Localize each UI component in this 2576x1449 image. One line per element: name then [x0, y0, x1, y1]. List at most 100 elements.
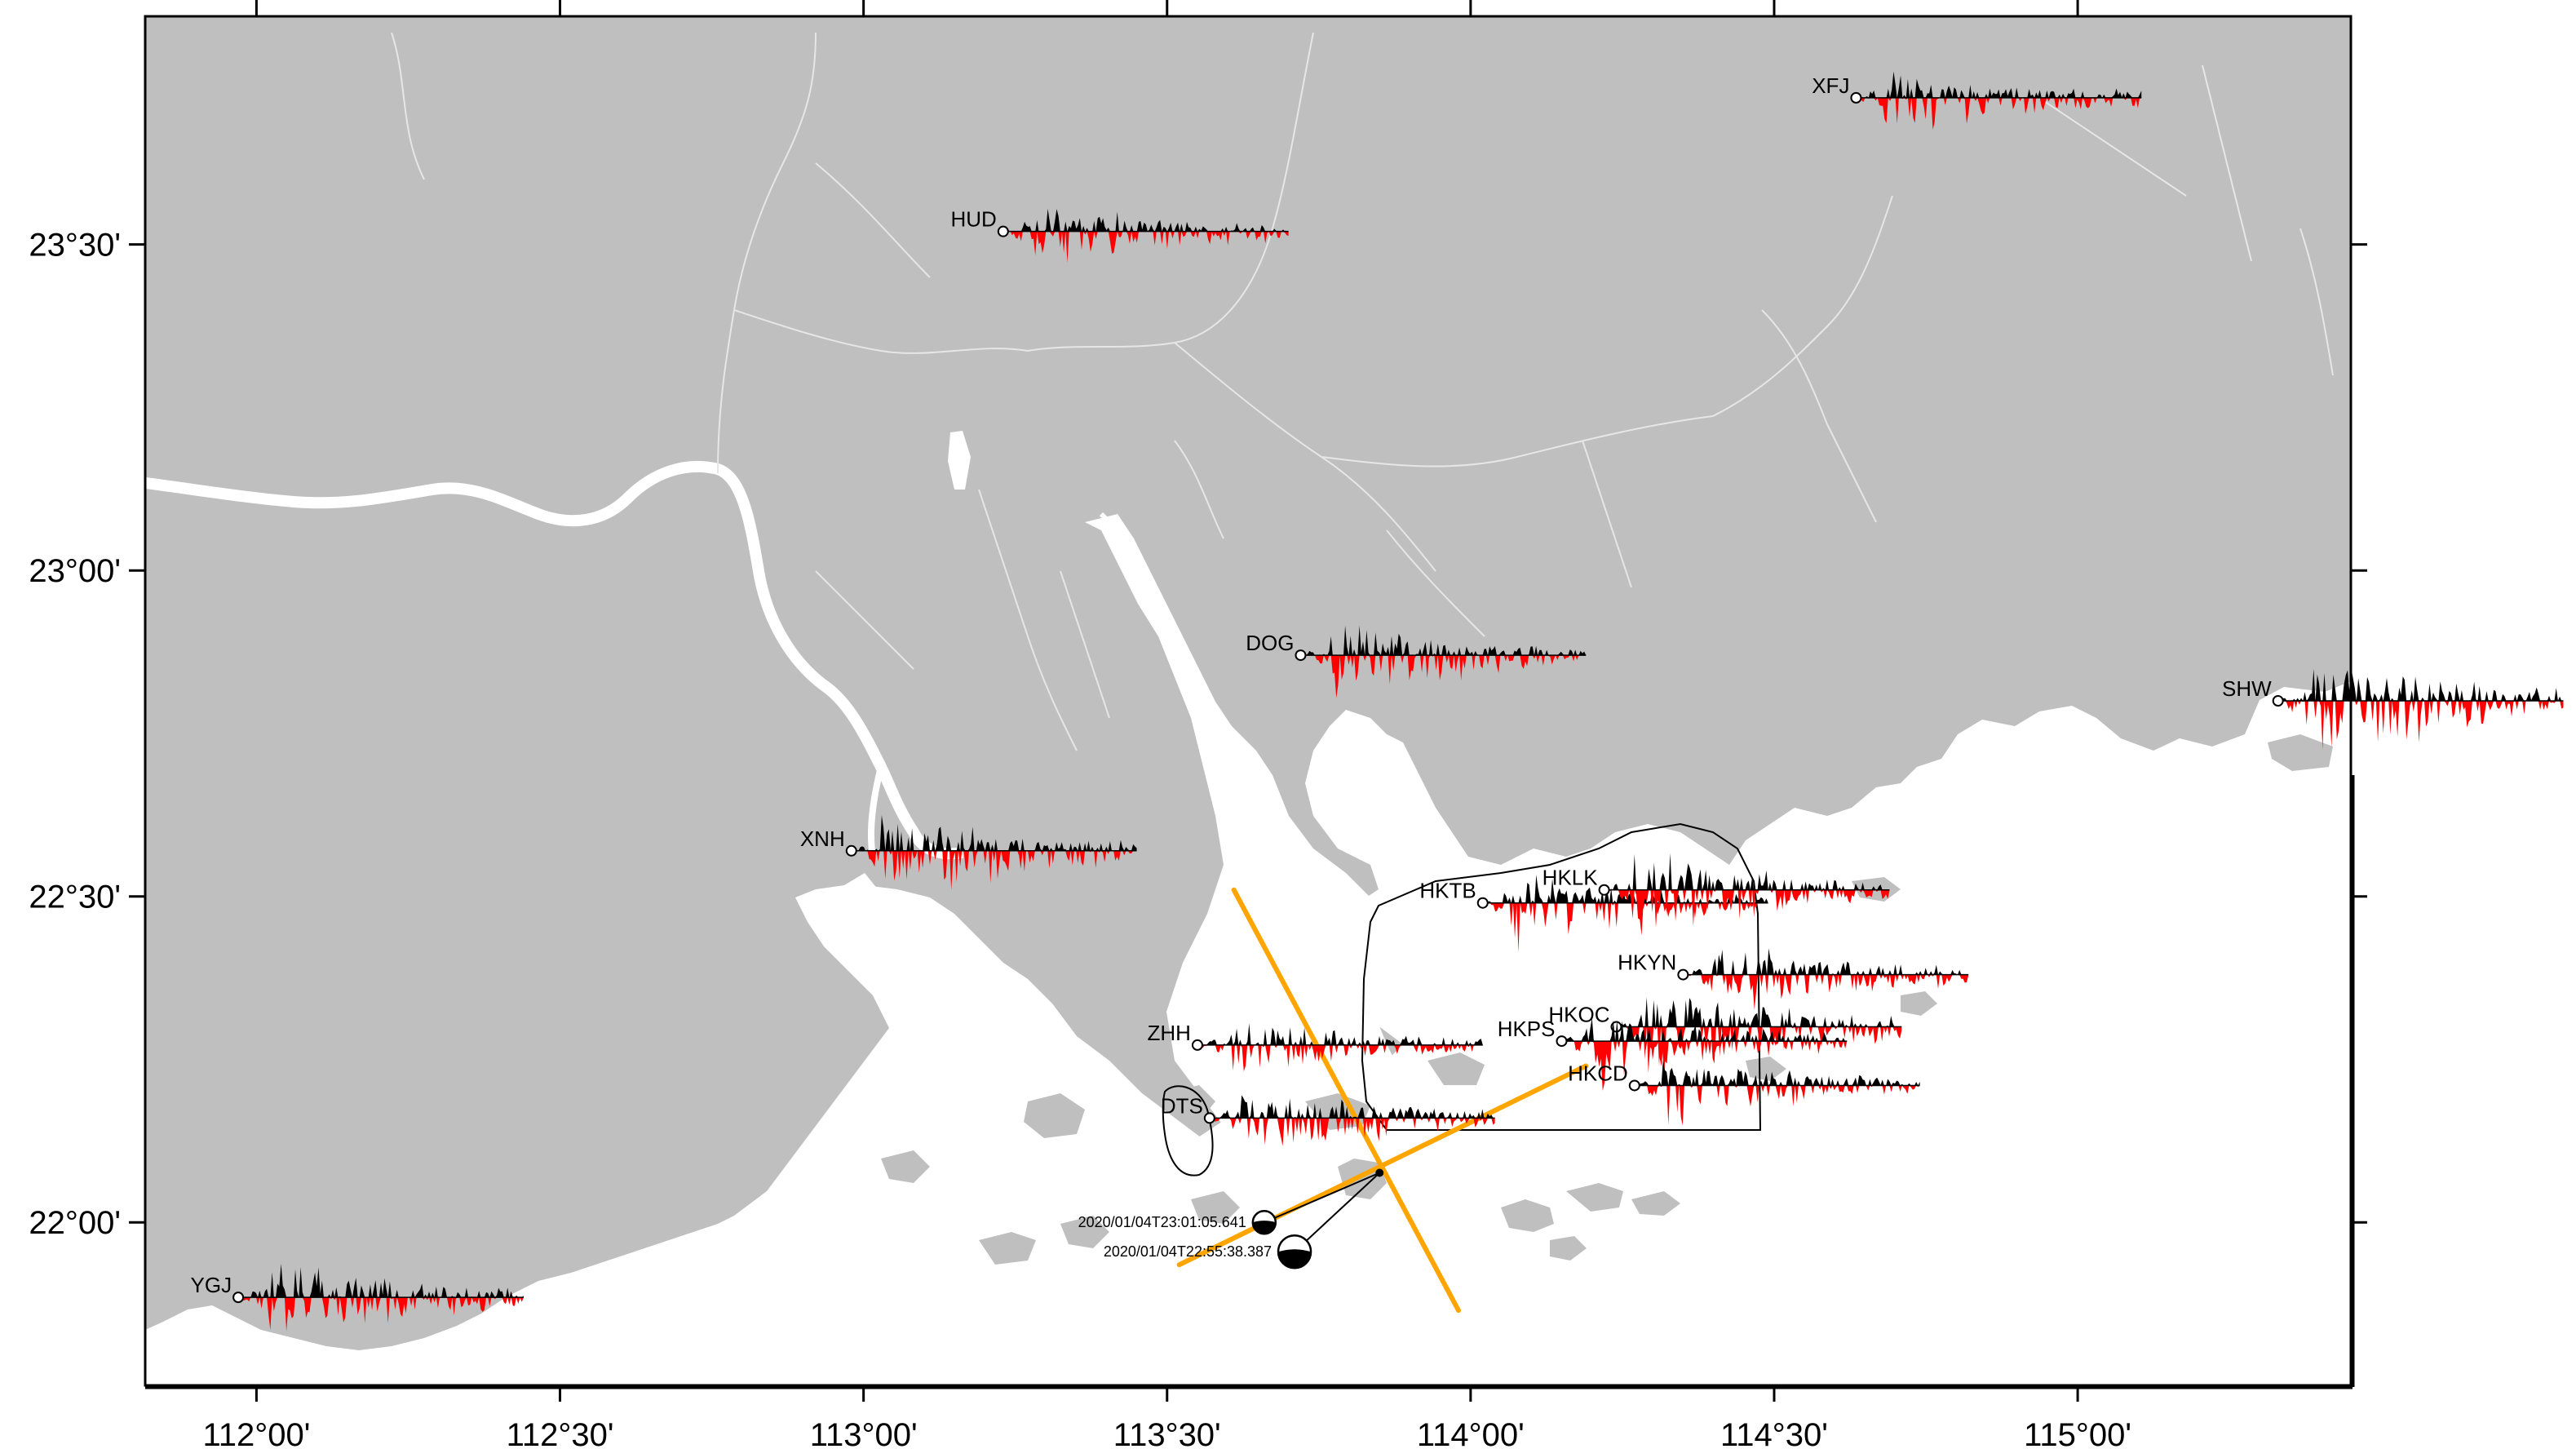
waveform-positive — [1616, 997, 1902, 1027]
station-hkyn: HKYN — [1618, 948, 1969, 1010]
waveform-positive — [1209, 1095, 1495, 1119]
event-leader-line — [1264, 1172, 1380, 1224]
pearl-river-estuary — [1085, 514, 1436, 1208]
waveform-negative — [1683, 974, 1969, 1010]
beachball-compression — [1252, 1221, 1276, 1234]
station-marker — [2272, 695, 2284, 707]
station-hklk: HKLK — [1543, 853, 1890, 936]
station-marker — [1556, 1035, 1568, 1048]
station-dog: DOG — [1246, 625, 1587, 698]
waveform-positive — [2277, 667, 2564, 701]
station-label: YGJ — [191, 1273, 232, 1297]
station-xfj: XFJ — [1812, 71, 2142, 130]
event-1: 2020/01/04T23:01:05.641 — [1078, 1172, 1380, 1235]
x-tick-label: 114°00' — [1417, 1417, 1525, 1449]
station-label: HKLK — [1543, 866, 1599, 890]
station-label: HKCD — [1568, 1061, 1628, 1085]
macau-boundary — [1162, 1085, 1214, 1176]
station-label: DTS — [1161, 1093, 1203, 1118]
waveform-negative — [1634, 1085, 1920, 1126]
station-label: HKOC — [1548, 1003, 1609, 1027]
station-marker — [1598, 884, 1610, 896]
x-tick-label: 112°30' — [507, 1417, 614, 1449]
x-tick-label: 114°30' — [1720, 1417, 1828, 1449]
station-marker — [1628, 1079, 1640, 1092]
station-xnh: XNH — [800, 815, 1137, 890]
waveform-negative — [1604, 889, 1890, 936]
waveform-negative — [1856, 97, 2142, 130]
map-axes: 112°00' 112°30' 113°00' 113°30' 114°00' 114°3… — [29, 0, 2367, 1449]
waveform-negative — [851, 850, 1137, 890]
waveform-negative — [238, 1297, 524, 1332]
y-tick-label: 23°00' — [29, 553, 121, 589]
event-leader-line — [1294, 1172, 1380, 1252]
station-hktb: HKTB — [1419, 875, 1768, 953]
x-tick-label: 112°00' — [202, 1417, 310, 1449]
event-time-label: 2020/01/04T22:55:38.387 — [1104, 1243, 1272, 1260]
station-marker — [1191, 1039, 1203, 1051]
tributaries — [391, 32, 2334, 751]
waveform-negative — [1616, 1026, 1902, 1074]
x-tick-label: 113°00' — [810, 1417, 918, 1449]
fault-line — [1231, 887, 1461, 1314]
waveform-positive — [1856, 71, 2142, 98]
event-time-label: 2020/01/04T23:01:05.641 — [1078, 1214, 1246, 1230]
waveform-negative — [1003, 231, 1289, 263]
station-hkcd: HKCD — [1568, 1060, 1920, 1126]
waveform-positive — [1561, 1017, 1848, 1042]
station-marker — [232, 1292, 245, 1304]
station-hkoc: HKOC — [1548, 997, 1902, 1074]
station-label: HKPS — [1498, 1017, 1556, 1041]
land-mainland — [145, 16, 2351, 1350]
south-coastal-waters — [145, 800, 2351, 1385]
station-label: DOG — [1246, 631, 1294, 655]
waveform-negative — [1482, 902, 1768, 953]
waveform-positive — [1683, 948, 1969, 975]
lake — [948, 431, 971, 490]
y-tick-label: 22°30' — [29, 880, 121, 915]
waveform-positive — [1003, 208, 1289, 232]
waveform-negative — [1300, 655, 1587, 698]
waveform-negative — [1197, 1044, 1483, 1072]
dongjiang-river — [1099, 512, 1202, 695]
station-label: XFJ — [1812, 73, 1849, 98]
events-layer: 2020/01/04T23:01:05.641 2020/01/04T22:55:… — [1078, 1168, 1384, 1270]
y-tick-label: 23°30' — [29, 228, 121, 264]
station-hkps: HKPS — [1498, 1017, 1848, 1091]
y-tick-label: 22°00' — [29, 1205, 121, 1241]
station-label: HKTB — [1419, 879, 1476, 903]
islands — [881, 734, 2333, 1265]
x-tick-label: 115°00' — [2024, 1417, 2131, 1449]
hong-kong-boundary — [1361, 822, 1762, 1131]
waveform-negative — [1209, 1118, 1495, 1146]
station-ygj: YGJ — [191, 1263, 524, 1332]
station-label: SHW — [2222, 676, 2272, 701]
event-2: 2020/01/04T22:55:38.387 — [1104, 1172, 1380, 1270]
station-label: HUD — [950, 207, 996, 232]
waveform-positive — [238, 1263, 524, 1298]
fault-line — [1176, 1063, 1589, 1268]
xijiang-river — [145, 461, 964, 860]
station-label: XNH — [800, 826, 845, 851]
waveform-negative — [2277, 701, 2564, 750]
station-label: ZHH — [1148, 1021, 1191, 1045]
station-marker — [1476, 897, 1489, 909]
waveform-positive — [1197, 1023, 1483, 1045]
station-marker — [1203, 1112, 1215, 1124]
station-hud: HUD — [950, 207, 1289, 263]
xijiang-river-branch — [868, 766, 884, 857]
coastal-waters-west — [816, 885, 1305, 1273]
waveform-positive — [1300, 625, 1587, 656]
x-tick-label: 113°30' — [1113, 1417, 1221, 1449]
station-marker — [997, 225, 1009, 237]
station-marker — [1295, 649, 1307, 662]
waveform-negative — [1561, 1041, 1848, 1091]
station-marker — [845, 844, 857, 857]
station-marker — [1677, 968, 1689, 981]
waveform-positive — [1634, 1060, 1920, 1086]
fault-lines — [1176, 887, 1589, 1314]
station-shw: SHW — [2222, 667, 2564, 750]
station-dts: DTS — [1161, 1093, 1495, 1146]
station-label: HKYN — [1618, 950, 1676, 975]
